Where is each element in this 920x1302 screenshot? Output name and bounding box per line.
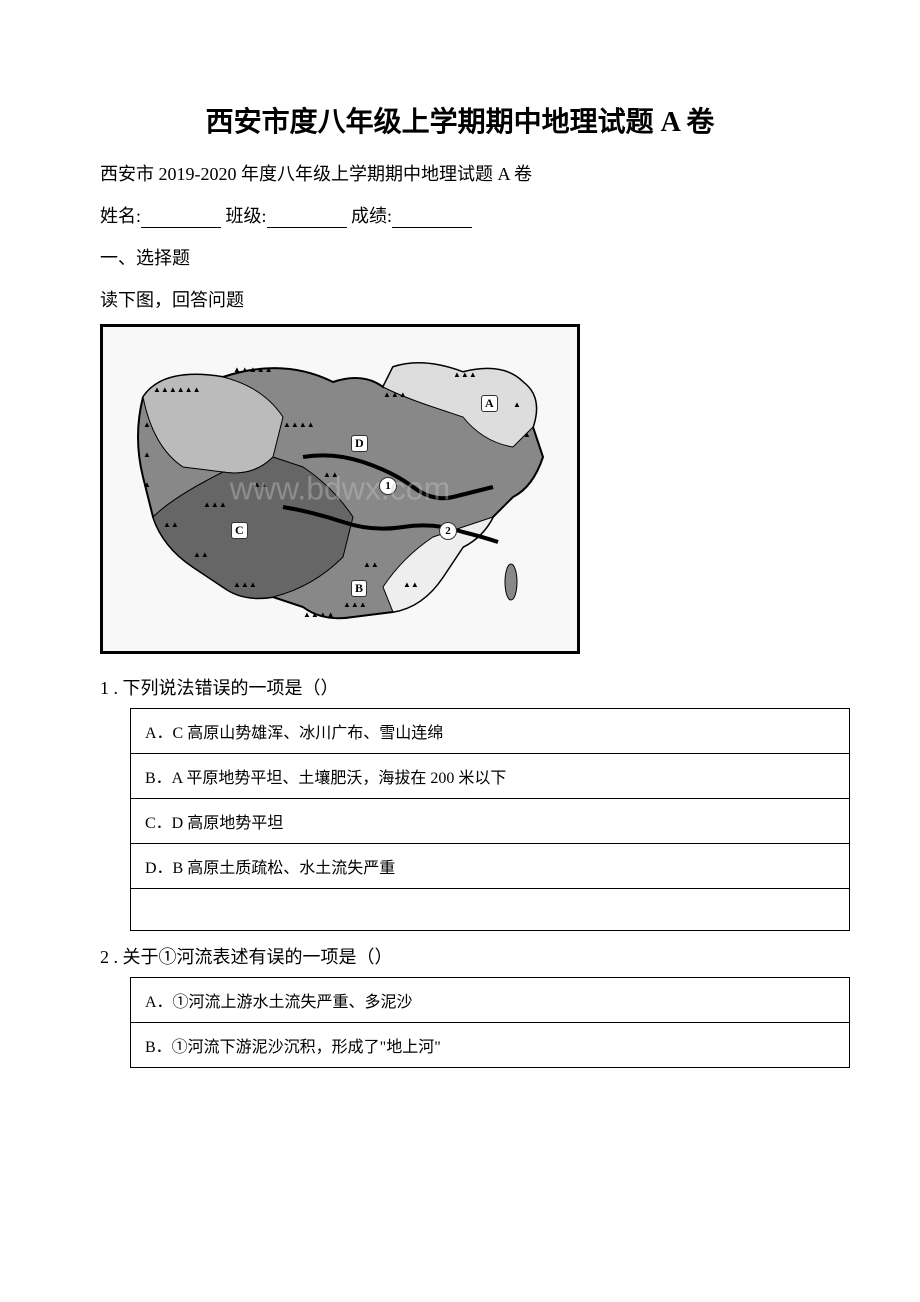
svg-text:▲▲: ▲▲ xyxy=(403,580,419,589)
name-label: 姓名: xyxy=(100,206,141,226)
china-map-figure: ▲▲▲▲▲▲ ▲▲▲▲▲ ▲▲▲ ▲▲▲▲ ▲▲▲▲▲▲▲ ▲▲▲▲▲▲ ▲▲ … xyxy=(100,324,580,654)
map-label-a: A xyxy=(481,395,498,412)
map-label-d: D xyxy=(351,435,368,452)
section-1-header: 一、选择题 xyxy=(100,244,820,270)
name-blank[interactable] xyxy=(141,206,221,228)
question-2-options: A．①河流上游水土流失严重、多泥沙 B．①河流下游泥沙沉积，形成了"地上河" xyxy=(130,977,850,1068)
svg-text:▲: ▲ xyxy=(143,420,151,429)
map-label-b: B xyxy=(351,580,367,597)
china-map-svg: ▲▲▲▲▲▲ ▲▲▲▲▲ ▲▲▲ ▲▲▲▲ ▲▲▲▲▲▲▲ ▲▲▲▲▲▲ ▲▲ … xyxy=(103,327,577,651)
svg-text:▲▲: ▲▲ xyxy=(163,520,179,529)
q2-option-b[interactable]: B．①河流下游泥沙沉积，形成了"地上河" xyxy=(131,1023,850,1068)
question-1-text: 1 . 下列说法错误的一项是（） xyxy=(100,674,820,700)
page-title: 西安市度八年级上学期期中地理试题 A 卷 xyxy=(100,100,820,140)
svg-text:▲▲▲▲: ▲▲▲▲ xyxy=(303,610,335,619)
svg-text:▲: ▲ xyxy=(143,450,151,459)
svg-text:▲▲▲: ▲▲▲ xyxy=(203,500,227,509)
student-info-row: 姓名: 班级: 成绩: xyxy=(100,202,820,228)
q1-option-b[interactable]: B．A 平原地势平坦、土壤肥沃，海拔在 200 米以下 xyxy=(131,754,850,799)
svg-text:▲▲▲: ▲▲▲ xyxy=(233,580,257,589)
score-blank[interactable] xyxy=(392,206,472,228)
subtitle: 西安市 2019-2020 年度八年级上学期期中地理试题 A 卷 xyxy=(100,160,820,186)
svg-text:▲: ▲ xyxy=(523,430,531,439)
svg-text:▲▲▲: ▲▲▲ xyxy=(383,390,407,399)
svg-text:▲▲▲: ▲▲▲ xyxy=(453,370,477,379)
svg-text:▲▲▲: ▲▲▲ xyxy=(343,600,367,609)
instruction-1: 读下图，回答问题 xyxy=(100,286,820,312)
question-2-text: 2 . 关于①河流表述有误的一项是（） xyxy=(100,943,820,969)
svg-text:▲▲▲▲: ▲▲▲▲ xyxy=(283,420,315,429)
svg-text:▲▲: ▲▲ xyxy=(323,470,339,479)
svg-text:▲▲: ▲▲ xyxy=(193,550,209,559)
svg-text:▲: ▲ xyxy=(143,480,151,489)
map-river-2: 2 xyxy=(439,522,457,540)
score-label: 成绩: xyxy=(351,206,392,226)
q1-option-a[interactable]: A．C 高原山势雄浑、冰川广布、雪山连绵 xyxy=(131,709,850,754)
svg-text:▲▲▲▲▲▲: ▲▲▲▲▲▲ xyxy=(153,385,201,394)
q1-option-c[interactable]: C．D 高原地势平坦 xyxy=(131,799,850,844)
svg-text:▲▲: ▲▲ xyxy=(363,560,379,569)
svg-text:▲: ▲ xyxy=(513,400,521,409)
svg-text:▲▲▲▲▲: ▲▲▲▲▲ xyxy=(233,365,273,374)
class-blank[interactable] xyxy=(267,206,347,228)
map-river-1: 1 xyxy=(379,477,397,495)
q1-option-empty xyxy=(131,889,850,931)
q1-option-d[interactable]: D．B 高原土质疏松、水土流失严重 xyxy=(131,844,850,889)
q2-option-a[interactable]: A．①河流上游水土流失严重、多泥沙 xyxy=(131,978,850,1023)
map-label-c: C xyxy=(231,522,248,539)
question-1-options: A．C 高原山势雄浑、冰川广布、雪山连绵 B．A 平原地势平坦、土壤肥沃，海拔在… xyxy=(130,708,850,931)
class-label: 班级: xyxy=(226,206,267,226)
svg-text:▲▲: ▲▲ xyxy=(253,480,269,489)
